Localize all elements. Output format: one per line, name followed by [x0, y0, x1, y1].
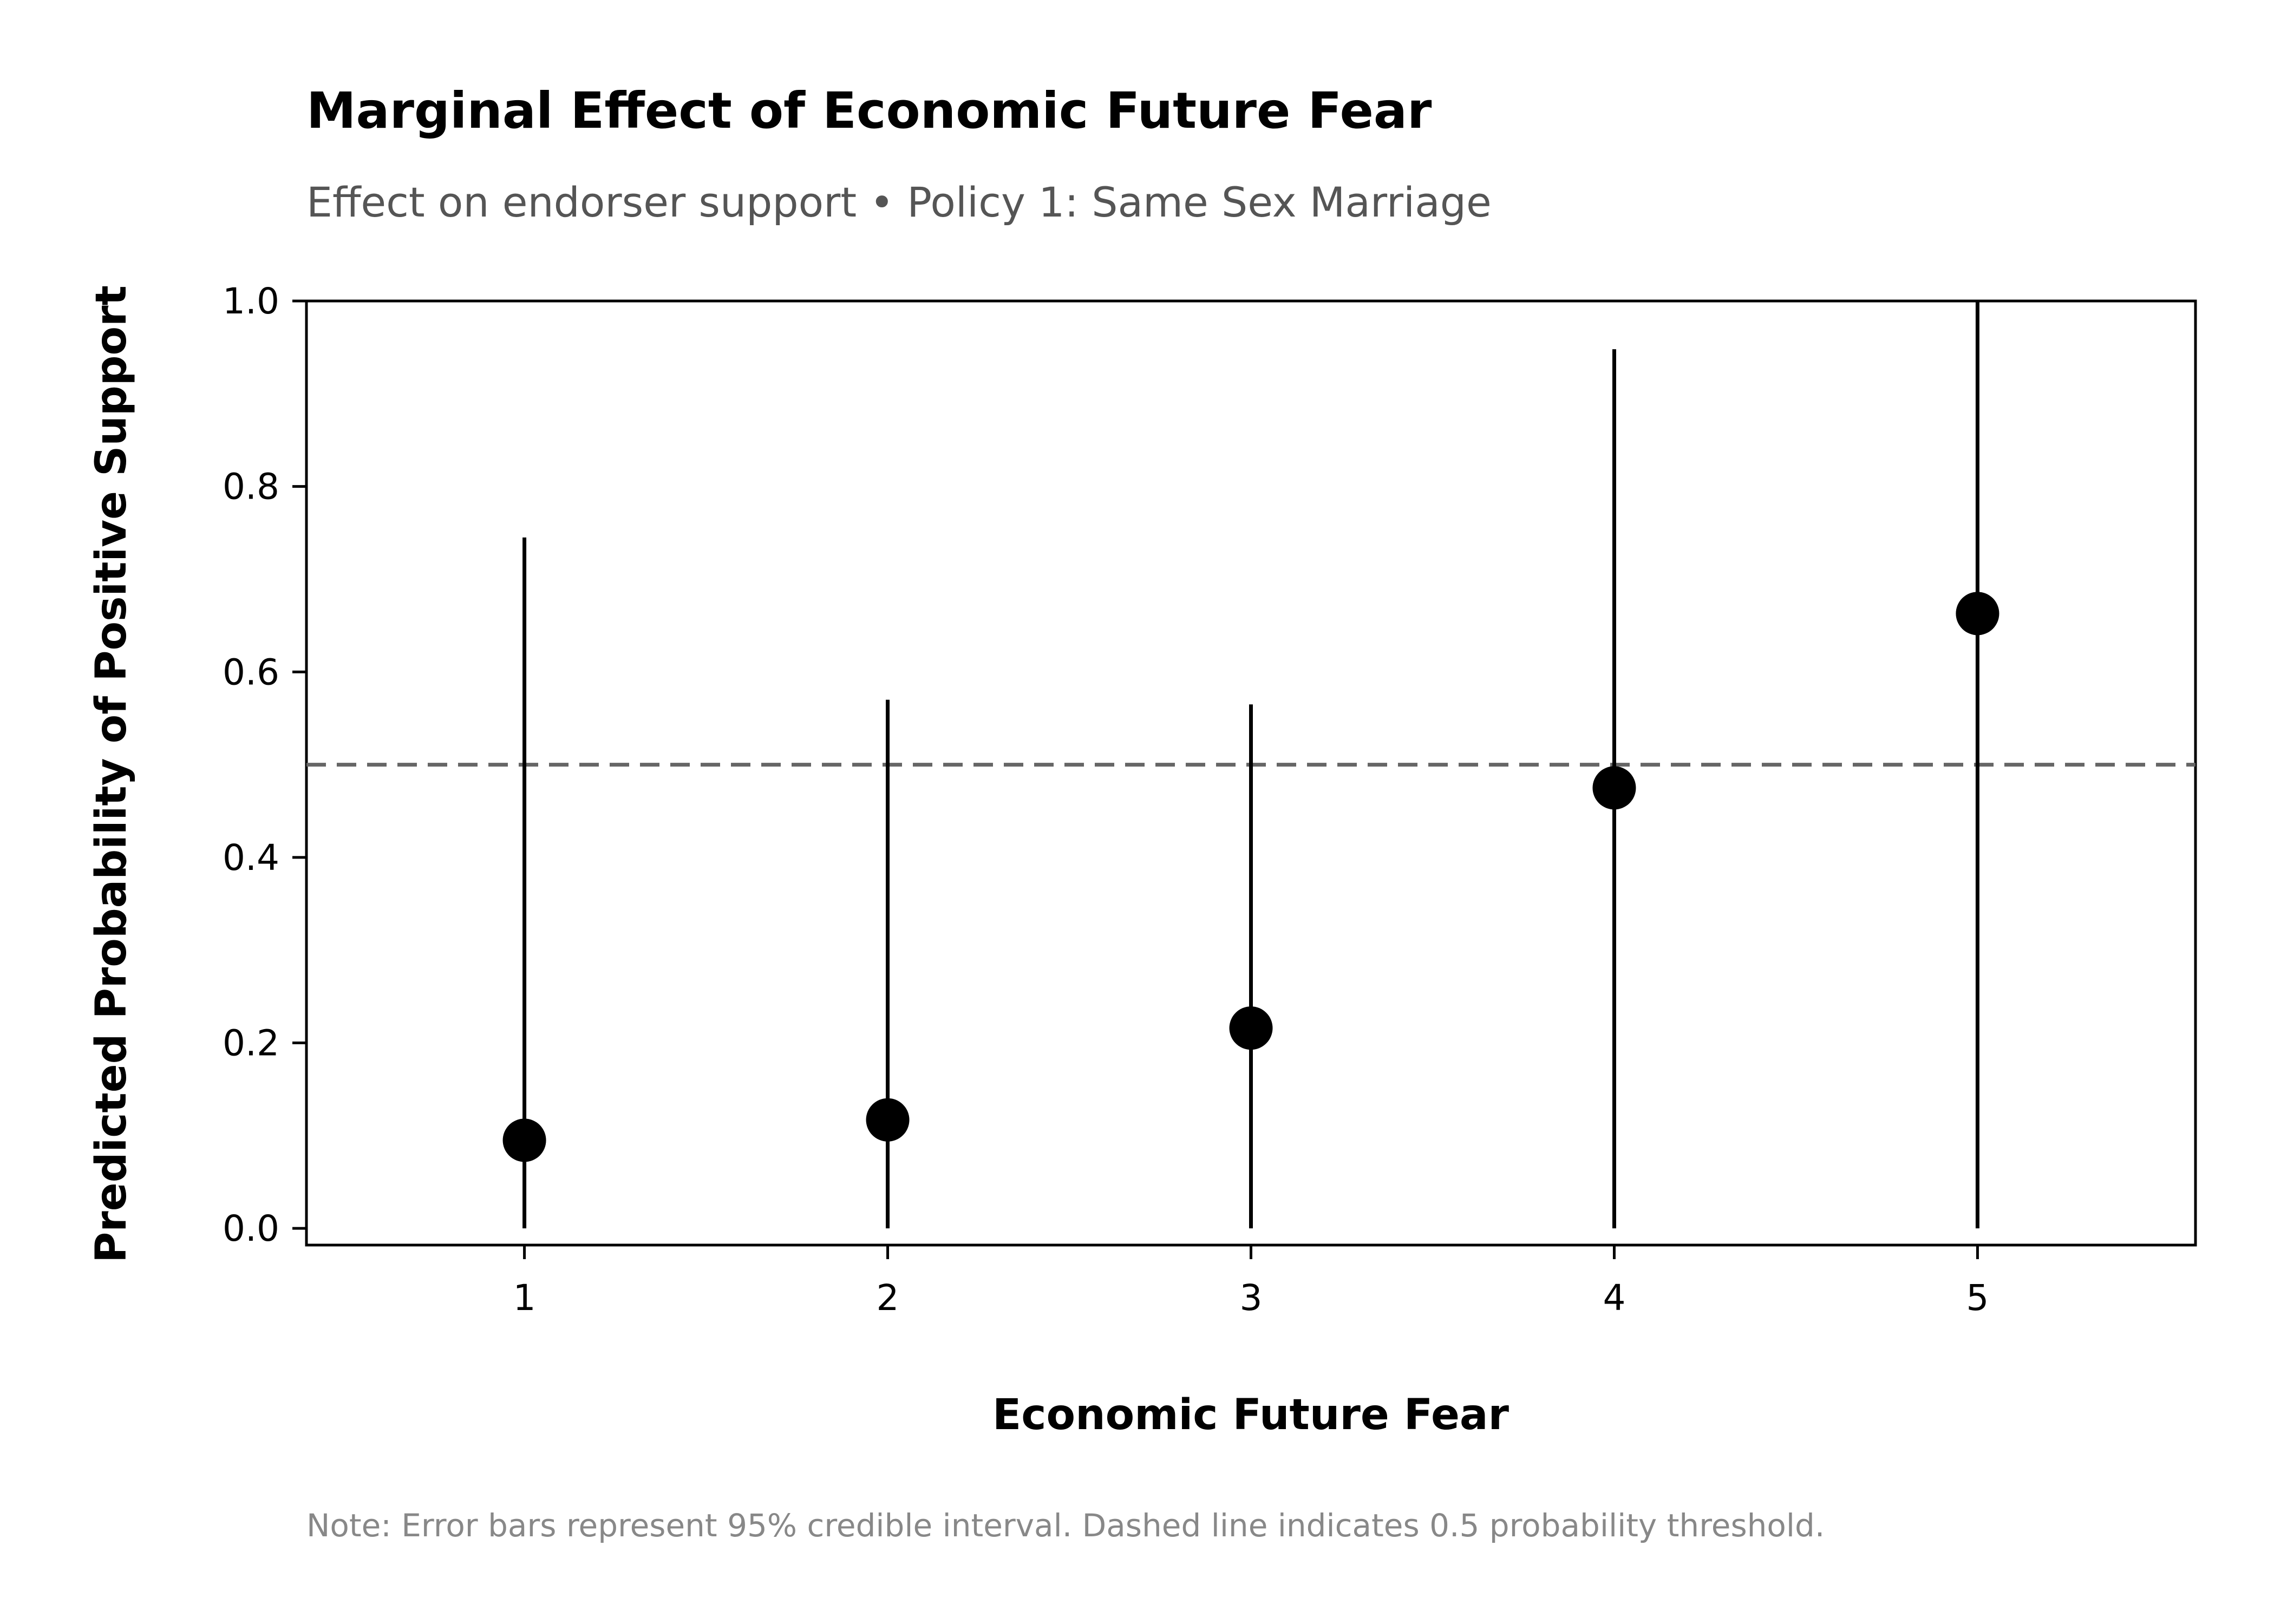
y-tick-label: 0.4: [223, 837, 279, 879]
x-tick-label: 3: [1240, 1277, 1263, 1319]
x-tick-label: 1: [513, 1277, 536, 1319]
chart-note: Note: Error bars represent 95% credible …: [306, 1507, 1825, 1544]
y-tick-label: 0.8: [223, 466, 279, 508]
chart-subtitle: Effect on endorser support • Policy 1: S…: [306, 178, 1492, 226]
y-axis-label: Predicted Probability of Positive Suppor…: [87, 285, 136, 1263]
x-tick-label: 4: [1603, 1277, 1625, 1319]
data-point: [866, 1098, 910, 1142]
y-tick-label: 0.0: [223, 1208, 279, 1249]
plot-area: 0.0 0.2 0.4 0.6 0.8 1.0 1 2 3 4 5: [223, 280, 2197, 1319]
y-tick-label: 0.2: [223, 1023, 279, 1064]
chart-title: Marginal Effect of Economic Future Fear: [306, 82, 1432, 140]
x-axis-label: Economic Future Fear: [992, 1391, 1510, 1439]
y-tick-label: 0.6: [223, 651, 279, 693]
x-tick-label: 5: [1966, 1277, 1989, 1319]
data-point: [502, 1118, 546, 1162]
data-point: [1229, 1006, 1273, 1050]
data-point: [1956, 592, 1999, 636]
data-point: [1592, 766, 1636, 810]
x-tick-label: 2: [877, 1277, 899, 1319]
y-tick-label: 1.0: [223, 280, 279, 322]
